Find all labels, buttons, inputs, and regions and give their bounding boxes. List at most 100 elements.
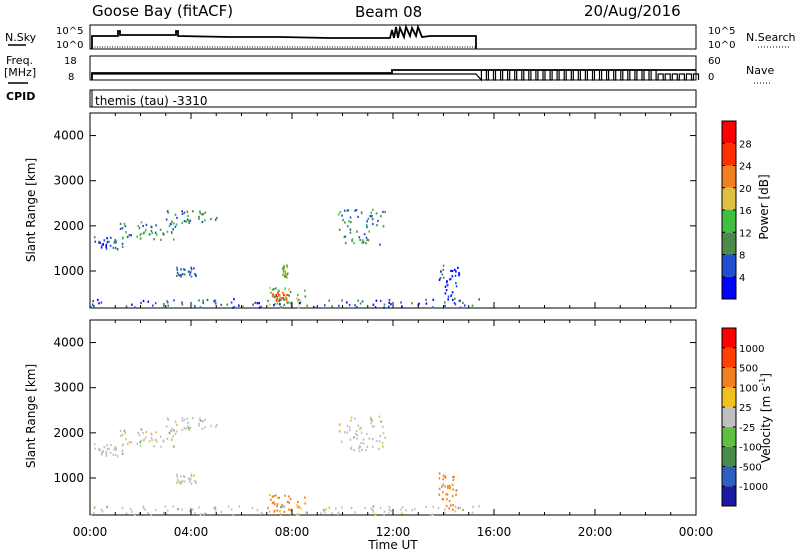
velocity-cell [177, 480, 180, 483]
power-cell [442, 264, 445, 267]
velocity-cell [360, 427, 362, 430]
velocity-cell [384, 436, 387, 439]
power-cell [119, 222, 122, 225]
power-colorbar-tick-label: 20 [739, 184, 752, 195]
power-cell [455, 285, 458, 288]
power-cell [109, 244, 112, 247]
velocity-cell [350, 447, 352, 450]
power-cell [279, 294, 281, 297]
velocity-cell [238, 505, 241, 508]
power-cell [441, 273, 443, 276]
x-tick-label: 12:00 [376, 525, 411, 539]
power-cell [181, 210, 183, 213]
power-cell [471, 304, 474, 307]
power-cell [411, 302, 413, 305]
power-cell [278, 289, 280, 292]
velocity-cell [382, 445, 384, 448]
velocity-cell [378, 440, 381, 443]
velocity-cell [274, 494, 277, 497]
velocity-cell [100, 453, 103, 456]
velocity-cell [452, 508, 454, 511]
power-cell [359, 238, 361, 242]
velocity-cell [198, 506, 200, 509]
velocity-cell [110, 443, 112, 446]
velocity-cell [121, 506, 124, 509]
velocity-colorbar-segment [722, 486, 736, 506]
power-cell [258, 302, 260, 305]
power-colorbar-segment [722, 254, 736, 277]
power-cell [280, 298, 282, 302]
velocity-cell [452, 478, 455, 481]
power-cell [162, 233, 165, 236]
velocity-cell [346, 431, 348, 434]
velocity-cell [338, 430, 341, 433]
velocity-cell [442, 498, 444, 501]
velocity-cell [368, 437, 371, 440]
velocity-cell [131, 510, 133, 513]
power-cell [159, 228, 162, 231]
velocity-cell [93, 506, 96, 509]
power-cell [202, 212, 204, 216]
velocity-cell [201, 427, 204, 430]
power-cell [99, 241, 101, 244]
power-cell [188, 220, 190, 223]
power-cell [286, 264, 288, 267]
velocity-cell [354, 417, 356, 420]
velocity-cell [425, 505, 427, 508]
velocity-cell [444, 511, 446, 514]
power-cell [190, 275, 193, 278]
velocity-cell [143, 438, 146, 441]
velocity-cell [173, 429, 175, 432]
velocity-cell [451, 495, 454, 498]
velocity-cell [338, 511, 340, 514]
nsearch-tick-top: 10^5 [708, 26, 735, 37]
velocity-cell [288, 508, 290, 511]
velocity-cell [186, 425, 189, 428]
velocity-cell [230, 508, 233, 511]
power-cell [275, 299, 278, 302]
velocity-cell [185, 427, 188, 430]
x-tick-label: 20:00 [578, 525, 613, 539]
velocity-cell [444, 476, 447, 479]
power-cell [284, 274, 287, 277]
power-cell [444, 304, 446, 307]
freq-tick-bottom: 8 [68, 72, 74, 83]
velocity-cell [101, 451, 103, 454]
power-cell [173, 299, 175, 302]
power-cell [383, 306, 385, 309]
power-cell [113, 241, 116, 244]
power-cell [478, 298, 480, 301]
nsearch-tick-bottom: 10^0 [708, 40, 735, 51]
velocity-cell [451, 483, 454, 486]
velocity-colorbar-label-exp: -1 [758, 378, 767, 386]
power-cell [226, 303, 229, 306]
power-cell [453, 301, 456, 305]
power-cell [148, 233, 151, 236]
power-cell [451, 275, 454, 278]
velocity-cell [444, 508, 446, 511]
power-cell [379, 243, 381, 246]
power-cell [348, 220, 350, 223]
velocity-cell [371, 445, 374, 448]
power-cell [362, 239, 364, 242]
power-cell [160, 238, 162, 241]
velocity-cell [162, 440, 165, 443]
velocity-cell [189, 480, 191, 483]
power-cell [202, 299, 204, 302]
velocity-cell [355, 430, 358, 433]
power-cell [137, 224, 140, 228]
power-cell [458, 299, 461, 303]
power-cell [281, 297, 283, 300]
power-cell [283, 264, 285, 267]
velocity-cell [411, 509, 413, 512]
power-cell [170, 231, 173, 234]
power-cell [138, 227, 141, 230]
power-cell [384, 210, 386, 214]
power-cell [199, 212, 202, 215]
power-cell [297, 306, 300, 309]
power-cell [444, 301, 446, 304]
power-cell [390, 303, 392, 306]
power-cell [189, 219, 192, 222]
velocity-cell [199, 419, 202, 422]
